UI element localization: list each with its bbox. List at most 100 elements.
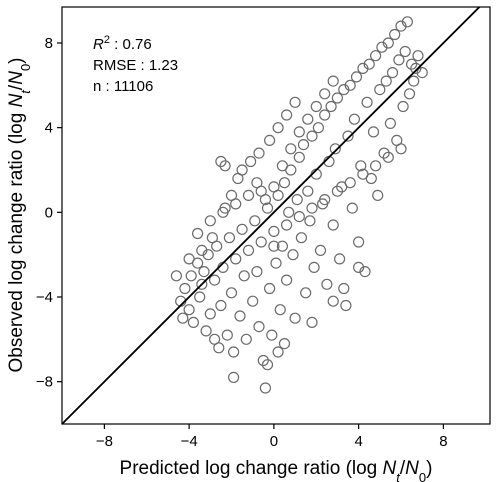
data-point bbox=[228, 371, 240, 383]
data-point bbox=[412, 50, 424, 62]
data-point bbox=[329, 143, 341, 155]
data-point bbox=[183, 304, 195, 316]
data-point bbox=[306, 316, 318, 328]
y-axis-label: Observed log change ratio (log Nt/N0) bbox=[6, 57, 33, 372]
data-point bbox=[397, 100, 409, 113]
y-tick-label: 0 bbox=[45, 204, 53, 221]
data-point bbox=[230, 198, 242, 210]
data-point bbox=[253, 147, 265, 159]
data-point bbox=[219, 160, 231, 172]
data-point bbox=[293, 211, 305, 223]
n-label: n : 11106 bbox=[93, 78, 153, 95]
data-point bbox=[283, 206, 295, 218]
data-point bbox=[308, 261, 320, 273]
data-point bbox=[331, 92, 343, 104]
data-point bbox=[204, 308, 216, 320]
data-point bbox=[240, 333, 252, 345]
data-point bbox=[302, 185, 314, 197]
data-point bbox=[230, 253, 242, 265]
data-point bbox=[196, 244, 208, 256]
data-point bbox=[179, 282, 191, 295]
data-point bbox=[196, 278, 208, 290]
data-point bbox=[255, 185, 267, 197]
data-point bbox=[304, 215, 316, 227]
data-point bbox=[268, 225, 280, 237]
data-point bbox=[389, 28, 401, 41]
x-tick-label: −8 bbox=[96, 433, 113, 450]
y-axis-ticks: −8 −4 0 4 8 bbox=[36, 35, 62, 391]
data-point bbox=[264, 282, 276, 295]
data-point bbox=[374, 83, 386, 96]
data-point bbox=[293, 126, 305, 138]
data-point bbox=[285, 143, 297, 155]
data-point bbox=[289, 96, 301, 108]
x-tick-label: 8 bbox=[439, 433, 447, 450]
data-point bbox=[209, 333, 221, 345]
data-point bbox=[350, 71, 363, 83]
data-point bbox=[325, 100, 337, 113]
data-point bbox=[281, 109, 293, 121]
x-axis-ticks: −8 −4 0 4 8 bbox=[96, 424, 448, 450]
data-point bbox=[297, 139, 310, 151]
data-point bbox=[302, 113, 314, 125]
data-point bbox=[204, 215, 216, 227]
data-point bbox=[310, 100, 322, 113]
data-point bbox=[278, 177, 291, 189]
data-point bbox=[338, 282, 350, 295]
data-point bbox=[255, 236, 267, 248]
data-point bbox=[355, 160, 367, 172]
data-point bbox=[209, 274, 221, 286]
data-point bbox=[327, 75, 339, 87]
data-point bbox=[319, 194, 331, 206]
data-point bbox=[367, 126, 380, 138]
data-point bbox=[334, 253, 346, 265]
data-point bbox=[342, 130, 354, 142]
x-tick-label: 4 bbox=[354, 433, 362, 450]
data-point bbox=[382, 37, 394, 49]
data-point bbox=[228, 346, 240, 358]
data-point bbox=[289, 312, 301, 324]
data-point bbox=[416, 66, 428, 79]
one-to-one-line bbox=[62, 7, 481, 424]
data-point bbox=[259, 382, 271, 394]
data-point bbox=[327, 295, 339, 307]
plot-frame bbox=[61, 6, 491, 425]
data-point bbox=[268, 181, 280, 193]
data-point bbox=[406, 58, 418, 70]
data-point bbox=[382, 151, 394, 163]
data-point bbox=[314, 244, 327, 256]
data-point bbox=[272, 346, 284, 358]
rmse-label: RMSE : 1.23 bbox=[93, 57, 178, 74]
data-point bbox=[247, 295, 259, 307]
data-point bbox=[200, 325, 212, 337]
data-point bbox=[312, 122, 324, 134]
data-point bbox=[363, 58, 375, 70]
data-point bbox=[384, 117, 396, 130]
data-point bbox=[264, 134, 276, 146]
data-point bbox=[276, 160, 288, 172]
data-point bbox=[272, 122, 284, 134]
x-axis-label: Predicted log change ratio (log Nt/N0) bbox=[120, 458, 433, 482]
data-point bbox=[386, 66, 399, 79]
data-point bbox=[306, 202, 318, 214]
data-point bbox=[357, 62, 369, 75]
data-point bbox=[221, 329, 233, 341]
data-point bbox=[242, 189, 255, 201]
data-point bbox=[242, 244, 255, 256]
data-point bbox=[270, 257, 282, 269]
data-point bbox=[300, 287, 312, 299]
data-point bbox=[327, 219, 339, 231]
data-point bbox=[287, 249, 299, 261]
data-point bbox=[261, 359, 274, 371]
data-point bbox=[361, 96, 373, 108]
data-point bbox=[370, 160, 382, 172]
data-point bbox=[321, 278, 333, 290]
data-point bbox=[353, 261, 365, 273]
data-point bbox=[344, 177, 356, 189]
data-point bbox=[348, 113, 360, 125]
data-point bbox=[295, 232, 307, 244]
data-point bbox=[194, 291, 206, 303]
data-point bbox=[293, 151, 305, 163]
data-point bbox=[331, 185, 343, 197]
